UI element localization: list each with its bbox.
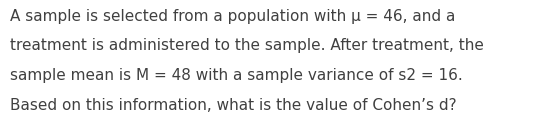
Text: A sample is selected from a population with μ = 46, and a: A sample is selected from a population w… <box>10 9 455 24</box>
Text: sample mean is M = 48 with a sample variance of s2 = 16.: sample mean is M = 48 with a sample vari… <box>10 68 463 83</box>
Text: Based on this information, what is the value of Cohen’s d?: Based on this information, what is the v… <box>10 98 456 113</box>
Text: treatment is administered to the sample. After treatment, the: treatment is administered to the sample.… <box>10 38 484 53</box>
